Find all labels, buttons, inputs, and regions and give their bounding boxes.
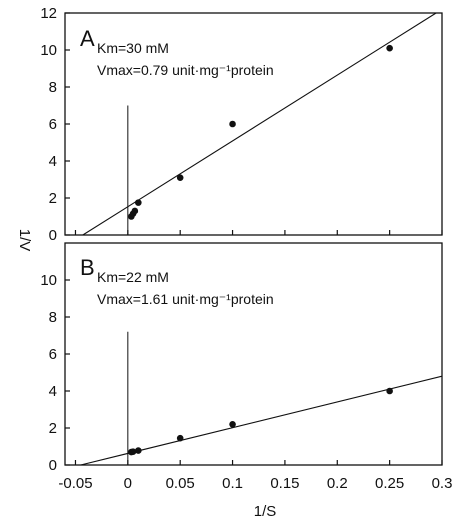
y-tick-label: 6 [49, 116, 57, 133]
x-tick-label: 0.15 [270, 475, 299, 492]
panel-a: 0 2 4 6 8 10 12 A Km=30 mM Vmax=0.79 unit·mg⁻¹… [40, 5, 443, 244]
data-point [135, 199, 142, 206]
panel-b-y-tick-labels: 0 2 4 6 8 10 [40, 272, 57, 474]
panel-b-letter: B [80, 255, 95, 280]
data-point [386, 387, 393, 395]
data-point [229, 120, 236, 128]
x-tick-label: -0.05 [58, 475, 92, 492]
y-tick-label: 2 [49, 190, 57, 207]
y-tick-label: 10 [40, 42, 57, 59]
data-point [131, 207, 139, 215]
panel-a-fit-line [82, 12, 437, 236]
y-tick-label: 6 [49, 346, 57, 363]
data-point [176, 174, 184, 181]
data-point [229, 421, 236, 428]
panel-b-y-ticks [65, 279, 70, 466]
y-axis-label: 1/V [16, 229, 33, 252]
panel-a-vmax-label: Vmax=0.79 unit·mg⁻¹protein [97, 62, 274, 78]
y-tick-label: 0 [49, 457, 57, 474]
x-axis-tick-labels: -0.05 0 0.05 0.1 0.15 0.2 0.25 0.3 [58, 475, 452, 492]
panel-b: 0 2 4 6 8 10 B Km=22 mM Vmax=1.61 unit·mg⁻¹pr… [40, 242, 443, 474]
x-axis-ticks [74, 230, 443, 465]
panel-b-km-label: Km=22 mM [97, 269, 169, 285]
data-point [129, 448, 137, 455]
y-tick-label: 8 [49, 79, 57, 96]
y-tick-label: 12 [40, 5, 57, 22]
y-tick-label: 8 [49, 309, 57, 326]
y-tick-label: 10 [40, 272, 57, 289]
x-tick-label: 0.1 [222, 475, 243, 492]
panel-a-letter: A [80, 26, 95, 51]
x-axis-label: 1/S [254, 503, 277, 520]
x-tick-label: 0.2 [327, 475, 348, 492]
panel-b-points [127, 387, 393, 456]
panel-b-vmax-label: Vmax=1.61 unit·mg⁻¹protein [97, 291, 274, 307]
data-point [386, 44, 393, 52]
x-tick-label: 0 [124, 475, 132, 492]
y-tick-label: 4 [49, 153, 57, 170]
data-point [135, 447, 142, 454]
x-tick-label: 0.25 [375, 475, 404, 492]
data-point [176, 434, 184, 442]
y-tick-label: 0 [49, 227, 57, 244]
x-tick-label: 0.3 [432, 475, 453, 492]
y-tick-label: 4 [49, 383, 57, 400]
panel-a-km-label: Km=30 mM [97, 40, 169, 56]
panel-a-y-tick-labels: 0 2 4 6 8 10 12 [40, 5, 57, 244]
panel-a-y-ticks [65, 12, 70, 236]
panel-a-points [127, 44, 393, 220]
y-tick-label: 2 [49, 420, 57, 437]
x-tick-label: 0.05 [166, 475, 195, 492]
